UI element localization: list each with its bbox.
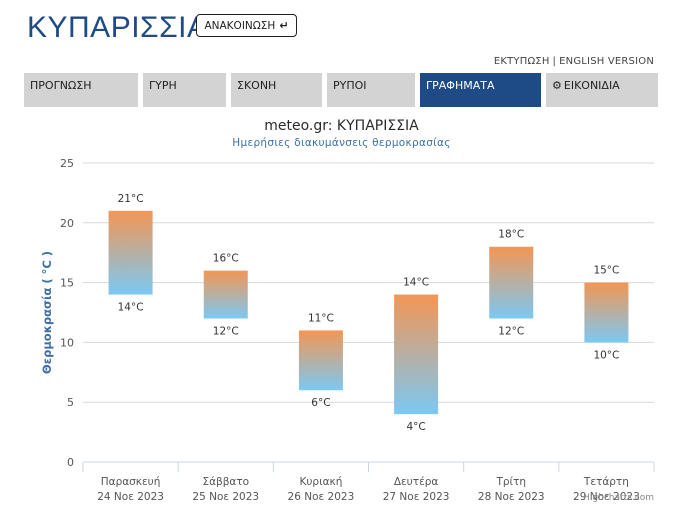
chart-subtitle: Ημερήσιες διακυμάνσεις θερμοκρασίας bbox=[232, 137, 451, 149]
high-temp-label: 21°C bbox=[118, 193, 144, 205]
temperature-chart: meteo.gr: ΚΥΠΑΡΙΣΣΙΑ Ημερήσιες διακυμάνσ… bbox=[0, 110, 683, 524]
low-temp-label: 14°C bbox=[118, 302, 144, 314]
temperature-range-bar bbox=[298, 330, 343, 391]
temperature-range-bar bbox=[489, 246, 534, 319]
top-links: ΕΚΤΥΠΩΣΗ | ENGLISH VERSION bbox=[494, 56, 654, 67]
announcement-label: ΑΝΑΚΟΙΝΩΣΗ bbox=[204, 19, 276, 32]
site-title: ΚΥΠΑΡΙΣΣΙΑ bbox=[27, 11, 208, 44]
gear-icon: ⚙ bbox=[552, 79, 562, 92]
x-tick-label-date: 27 Νοε 2023 bbox=[383, 491, 450, 503]
temperature-range-bar bbox=[108, 210, 153, 295]
tab-pollen[interactable]: ΓΥΡΗ bbox=[143, 73, 226, 107]
x-tick-label-day: Παρασκευή bbox=[101, 476, 161, 488]
low-temp-label: 12°C bbox=[213, 325, 239, 337]
english-version-link[interactable]: ENGLISH VERSION bbox=[559, 56, 654, 67]
tab-dust[interactable]: ΣΚΟΝΗ bbox=[231, 73, 322, 107]
chart-title: meteo.gr: ΚΥΠΑΡΙΣΣΙΑ bbox=[264, 118, 419, 134]
temperature-range-bar bbox=[584, 282, 629, 343]
high-temp-label: 14°C bbox=[403, 277, 429, 289]
tab-icons[interactable]: ⚙ ΕΙΚΟΝΙΔΙΑ bbox=[546, 73, 658, 107]
return-arrow-icon: ↵ bbox=[279, 19, 289, 32]
high-temp-label: 15°C bbox=[593, 265, 619, 277]
low-temp-label: 12°C bbox=[498, 325, 524, 337]
y-tick-label: 25 bbox=[60, 157, 74, 170]
announcement-button[interactable]: ΑΝΑΚΟΙΝΩΣΗ ↵ bbox=[196, 14, 297, 37]
x-tick-label-day: Τετάρτη bbox=[583, 476, 629, 488]
low-temp-label: 10°C bbox=[593, 349, 619, 361]
x-tick-label-date: 28 Νοε 2023 bbox=[478, 491, 545, 503]
tab-forecast[interactable]: ΠΡΟΓΝΩΣΗ bbox=[24, 73, 138, 107]
x-tick-label-day: Δευτέρα bbox=[394, 476, 439, 488]
x-tick-label-day: Σάββατο bbox=[202, 476, 249, 488]
y-tick-label: 20 bbox=[60, 217, 74, 230]
highcharts-credits[interactable]: Highcharts.com bbox=[583, 493, 654, 503]
low-temp-label: 6°C bbox=[311, 397, 330, 409]
tab-label: ΓΡΑΦΗΜΑΤΑ bbox=[426, 79, 495, 92]
high-temp-label: 16°C bbox=[213, 253, 239, 265]
tab-charts[interactable]: ΓΡΑΦΗΜΑΤΑ bbox=[420, 73, 541, 107]
tab-label: ΡΥΠΟΙ bbox=[333, 79, 367, 92]
y-tick-label: 5 bbox=[67, 396, 74, 409]
x-tick-label-date: 24 Νοε 2023 bbox=[97, 491, 164, 503]
y-tick-label: 15 bbox=[60, 277, 74, 290]
x-tick-label-date: 26 Νοε 2023 bbox=[288, 491, 355, 503]
x-tick-label-date: 29 Νοε 2023 bbox=[573, 491, 640, 503]
x-tick-label-day: Κυριακή bbox=[299, 476, 342, 488]
low-temp-label: 4°C bbox=[406, 421, 425, 433]
tab-label: ΠΡΟΓΝΩΣΗ bbox=[30, 79, 92, 92]
tab-label: ΕΙΚΟΝΙΔΙΑ bbox=[563, 79, 620, 92]
temperature-range-bar bbox=[203, 270, 248, 319]
tab-label: ΓΥΡΗ bbox=[149, 79, 177, 92]
tab-pollutants[interactable]: ΡΥΠΟΙ bbox=[327, 73, 415, 107]
high-temp-label: 11°C bbox=[308, 312, 334, 324]
y-tick-label: 0 bbox=[67, 456, 74, 469]
temperature-range-bar bbox=[394, 294, 439, 415]
print-link[interactable]: ΕΚΤΥΠΩΣΗ bbox=[493, 56, 550, 67]
chart-plot: 0 5 10 15 20 25 Θερμοκρασία ( °C ) Παρασκευή 24 … bbox=[40, 157, 655, 503]
x-tick-label-date: 25 Νοε 2023 bbox=[192, 491, 259, 503]
y-tick-label: 10 bbox=[60, 336, 74, 349]
x-tick-label-day: Τρίτη bbox=[495, 476, 526, 488]
link-separator: | bbox=[552, 56, 557, 67]
tab-label: ΣΚΟΝΗ bbox=[237, 79, 277, 92]
y-axis-label: Θερμοκρασία ( °C ) bbox=[40, 251, 54, 374]
high-temp-label: 18°C bbox=[498, 229, 524, 241]
